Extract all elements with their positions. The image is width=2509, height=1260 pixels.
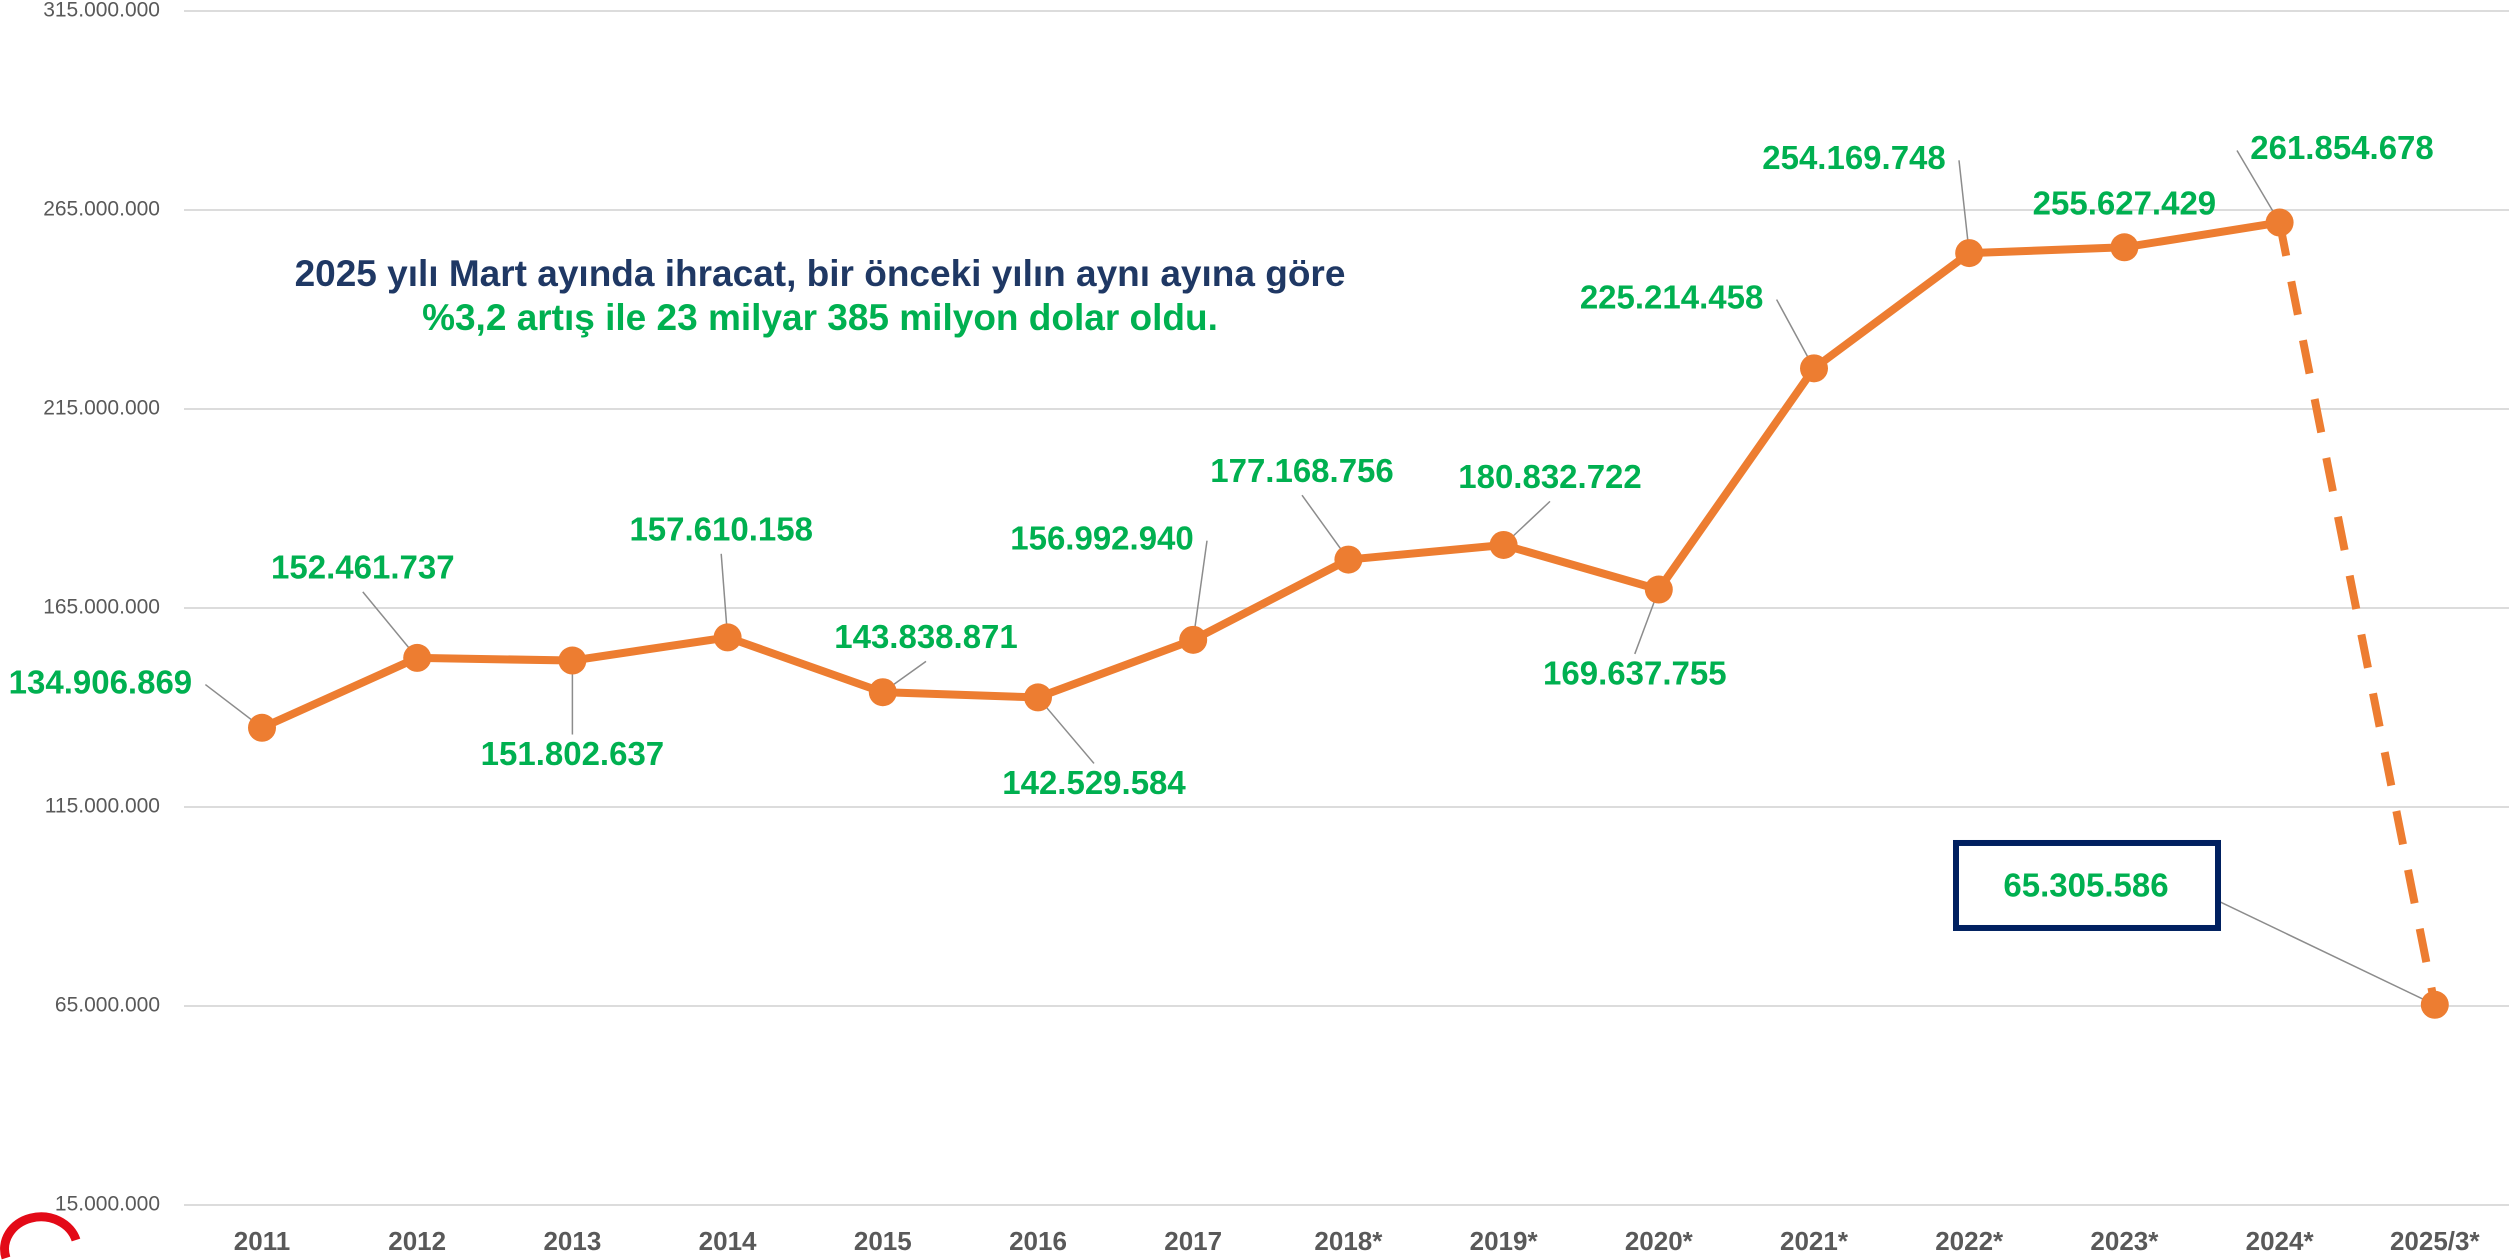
logo (0, 1212, 81, 1260)
annotation: %3,2 artış ile 23 milyar 385 milyon dola… (422, 297, 1218, 338)
x-tick-label: 2019* (1470, 1226, 1539, 1256)
value-label: 177.168.756 (1210, 452, 1394, 489)
y-tick-label: 15.000.000 (55, 1193, 160, 1216)
point (713, 623, 742, 652)
x-tick-label: 2023* (2090, 1226, 2159, 1256)
y-tick-label: 115.000.000 (45, 795, 160, 818)
x-tick-label: 2018* (1314, 1226, 1383, 1256)
leader-line (1192, 540, 1208, 640)
x-tick-label: 2025/3* (2390, 1226, 2481, 1256)
value-label: 225.214.458 (1580, 278, 1764, 315)
value-label: 65.305.586 (2003, 867, 2168, 904)
highlight-box (1953, 839, 2221, 931)
value-label: 261.854.678 (2250, 129, 2434, 166)
point (248, 713, 276, 742)
point (1955, 239, 1984, 268)
leader-line (2190, 887, 2436, 1006)
value-label: 157.610.158 (629, 511, 813, 548)
x-tick-label: 2014 (699, 1226, 757, 1256)
value-label: 180.832.722 (1458, 458, 1642, 495)
x-tick-label: 2011 (234, 1226, 290, 1256)
point (1179, 625, 1208, 654)
point (1800, 354, 1828, 383)
point (2265, 208, 2294, 237)
x-tick-label: 2020* (1625, 1226, 1694, 1256)
x-tick-label: 2012 (388, 1226, 446, 1256)
value-label: 143.838.871 (834, 618, 1018, 655)
point (1334, 545, 1363, 574)
value-label: 156.992.940 (1010, 519, 1194, 556)
value-label: 151.802.637 (481, 735, 665, 772)
x-tick-label: 2015 (854, 1226, 912, 1256)
line-projection (2275, 221, 2439, 1006)
point (1489, 530, 1518, 559)
x-tick-label: 2024* (2246, 1226, 2315, 1256)
point (868, 678, 897, 707)
x-tick-label: 2017 (1164, 1226, 1222, 1256)
value-label: 134.906.869 (9, 663, 193, 700)
y-tick-label: 65.000.000 (55, 994, 160, 1017)
x-tick-label: 2022* (1935, 1226, 2004, 1256)
y-tick-label: 315.000.000 (43, 0, 160, 22)
annotation: 2025 yılı Mart ayında ihracat, bir öncek… (295, 253, 1346, 294)
leader-line (362, 591, 418, 659)
y-tick-label: 215.000.000 (43, 397, 160, 420)
point (1644, 575, 1673, 604)
leader-line (1037, 696, 1095, 764)
value-label: 142.529.584 (1002, 764, 1186, 801)
leader-line (1958, 160, 1970, 254)
point (2420, 990, 2449, 1019)
value-label: 255.627.429 (2033, 184, 2217, 221)
point (1024, 683, 1052, 712)
point (403, 643, 432, 672)
value-label: 152.461.737 (271, 549, 455, 586)
line (260, 218, 2281, 732)
x-tick-label: 2013 (543, 1226, 601, 1256)
y-tick-label: 165.000.000 (43, 596, 160, 619)
point (558, 646, 587, 675)
x-tick-label: 2021* (1780, 1226, 1849, 1256)
point (2110, 233, 2139, 262)
y-tick-label: 265.000.000 (43, 198, 160, 221)
x-tick-label: 2016 (1009, 1226, 1067, 1256)
value-label: 169.637.755 (1543, 655, 1727, 692)
value-label: 254.169.748 (1762, 139, 1946, 176)
